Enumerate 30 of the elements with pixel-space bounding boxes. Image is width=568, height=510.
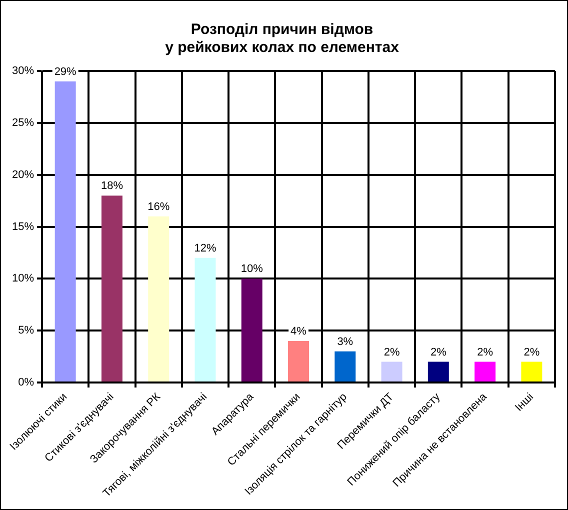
chart-title: Розподіл причин відмов у рейкових колах по елементах — [165, 21, 400, 56]
y-tick-label: 15% — [12, 220, 34, 233]
data-label: 29% — [54, 66, 77, 78]
bar — [334, 351, 356, 382]
bar — [474, 362, 496, 382]
data-label: 16% — [148, 200, 170, 213]
y-tick-label: 5% — [18, 324, 34, 337]
y-tick-label: 10% — [12, 272, 34, 285]
bar — [194, 258, 216, 382]
data-label: 2% — [477, 346, 494, 358]
data-label: 18% — [100, 180, 124, 192]
data-label: 4% — [290, 326, 307, 338]
bar — [148, 216, 170, 382]
bar — [241, 278, 262, 382]
data-label: 10% — [240, 263, 264, 276]
bar — [381, 362, 402, 382]
bar — [288, 340, 309, 382]
y-tick-label: 20% — [12, 168, 34, 181]
data-label: 3% — [337, 336, 354, 348]
data-label: 2% — [524, 346, 540, 358]
y-tick-label: 30% — [12, 65, 34, 78]
bar — [54, 81, 76, 382]
y-tick-label: 0% — [18, 376, 34, 389]
bar — [521, 362, 542, 382]
data-label: 2% — [430, 346, 447, 358]
y-tick-label: 25% — [12, 116, 34, 129]
bar — [428, 362, 449, 382]
data-label: 12% — [194, 242, 216, 254]
data-label: 2% — [384, 346, 400, 358]
bar — [101, 196, 122, 382]
